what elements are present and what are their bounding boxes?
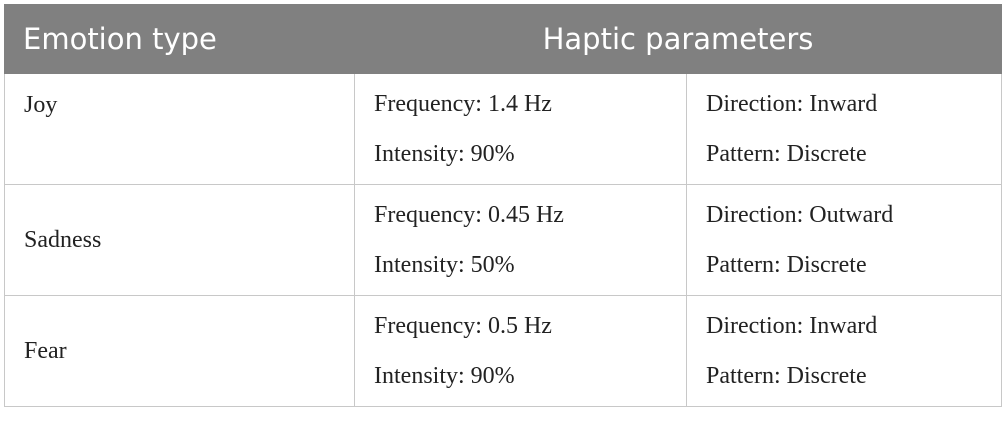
parameter-line: Pattern: Discrete bbox=[706, 363, 867, 389]
parameter-cell: Direction: Outward Pattern: Discrete bbox=[685, 184, 1003, 296]
parameter-cell: Frequency: 0.45 Hz Intensity: 50% bbox=[354, 184, 687, 296]
parameter-cell: Frequency: 0.5 Hz Intensity: 90% bbox=[354, 295, 687, 407]
parameter-line: Intensity: 90% bbox=[374, 363, 515, 389]
table-row: Sadness Frequency: 0.45 Hz Intensity: 50% D… bbox=[4, 184, 1003, 296]
parameter-cell: Direction: Inward Pattern: Discrete bbox=[685, 73, 1003, 185]
table: Emotion type Haptic parameters Joy Freque… bbox=[4, 4, 1003, 407]
parameter-line: Direction: Outward bbox=[706, 202, 894, 228]
header-cell: Haptic parameters bbox=[353, 4, 1003, 74]
parameter-line: Direction: Inward bbox=[706, 313, 878, 339]
emotion-cell: Fear bbox=[4, 295, 355, 407]
emotion-cell: Joy bbox=[4, 73, 355, 185]
table-row: Joy Frequency: 1.4 Hz Intensity: 90% Direct… bbox=[4, 73, 1003, 185]
parameter-line: Pattern: Discrete bbox=[706, 252, 867, 278]
parameter-line: Pattern: Discrete bbox=[706, 141, 867, 167]
parameter-line: Frequency: 0.5 Hz bbox=[374, 313, 552, 339]
table-body: Joy Frequency: 1.4 Hz Intensity: 90% Direct… bbox=[4, 73, 1003, 407]
parameter-line: Frequency: 0.45 Hz bbox=[374, 202, 564, 228]
header-row: Emotion type Haptic parameters bbox=[4, 4, 1003, 74]
parameter-line: Intensity: 90% bbox=[374, 141, 515, 167]
table-row: Fear Frequency: 0.5 Hz Intensity: 90% Direc… bbox=[4, 295, 1003, 407]
header-cell: Emotion type bbox=[4, 4, 355, 74]
parameter-cell: Frequency: 1.4 Hz Intensity: 90% bbox=[354, 73, 687, 185]
parameter-line: Intensity: 50% bbox=[374, 252, 515, 278]
parameter-line: Frequency: 1.4 Hz bbox=[374, 91, 552, 117]
parameter-cell: Direction: Inward Pattern: Discrete bbox=[685, 295, 1003, 407]
emotion-cell: Sadness bbox=[4, 184, 355, 296]
parameter-line: Direction: Inward bbox=[706, 91, 878, 117]
